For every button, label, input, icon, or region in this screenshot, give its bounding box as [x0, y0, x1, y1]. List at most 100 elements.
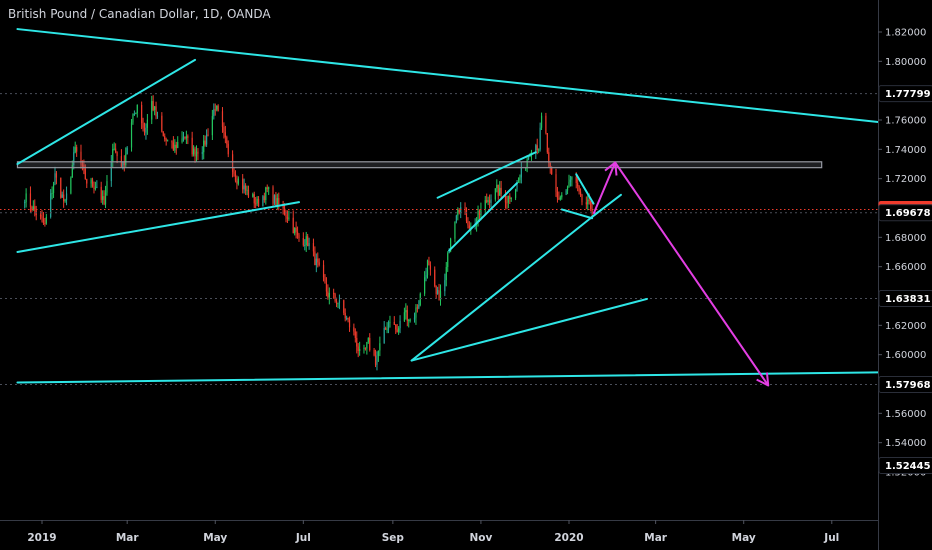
candle	[376, 351, 378, 371]
candle	[286, 210, 289, 224]
projection-path[interactable]	[592, 161, 770, 387]
candle	[363, 344, 365, 354]
candle	[268, 186, 270, 195]
candle	[460, 202, 462, 219]
trendline-rising-support-shallow[interactable]	[410, 297, 648, 362]
candle	[409, 318, 411, 323]
candles	[24, 95, 593, 371]
candle	[555, 168, 557, 197]
candle	[364, 347, 367, 351]
candle	[353, 323, 355, 336]
trendline-rising-wedge-lower[interactable]	[448, 182, 519, 252]
candle	[415, 304, 417, 325]
candle	[506, 195, 508, 210]
candle	[74, 141, 76, 154]
candle	[132, 113, 134, 125]
trendline-flag-lower[interactable]	[560, 208, 594, 220]
candle	[418, 300, 420, 310]
time-axis[interactable]: 2019 Mar May Jul Sep Nov 2020 Mar May Jul	[27, 520, 839, 544]
candle	[143, 122, 146, 136]
candle	[262, 195, 264, 207]
candle	[405, 303, 407, 320]
candle	[398, 326, 400, 335]
candle	[133, 110, 136, 116]
price-axis-tick-label: 1.82000	[885, 28, 926, 39]
candle	[44, 217, 46, 227]
candle	[185, 130, 187, 144]
candle	[226, 135, 228, 148]
candle	[165, 137, 167, 146]
candle	[156, 111, 159, 119]
candle	[516, 180, 518, 192]
candle	[64, 198, 66, 203]
candle	[514, 188, 517, 201]
candle	[214, 103, 216, 116]
candle	[318, 258, 320, 267]
candle	[275, 191, 277, 207]
trendline-flag-breakout[interactable]	[591, 193, 622, 218]
candle	[34, 199, 36, 217]
candle	[233, 168, 235, 177]
trendline-rising-channel-lower[interactable]	[16, 201, 301, 253]
trendline-rising-support-steep[interactable]	[410, 211, 599, 362]
candle	[112, 143, 114, 169]
candle	[406, 305, 408, 327]
candle	[142, 117, 144, 132]
candle	[294, 227, 296, 236]
candle	[278, 192, 280, 211]
candle	[413, 312, 416, 323]
candle	[333, 288, 335, 299]
trendline-flag-upper[interactable]	[575, 173, 595, 205]
trendlines[interactable]	[16, 28, 886, 384]
candle	[93, 181, 95, 194]
candle	[266, 184, 268, 193]
candle	[231, 150, 234, 178]
candle	[396, 323, 398, 333]
candle	[29, 186, 32, 213]
candle	[63, 189, 65, 208]
candle	[194, 146, 196, 163]
trendline-rising-channel-upper[interactable]	[16, 58, 197, 165]
candle	[256, 196, 258, 206]
candle	[379, 336, 381, 357]
candle	[174, 139, 176, 153]
candle	[115, 143, 117, 154]
candle	[73, 146, 75, 170]
candle	[61, 191, 63, 198]
candle	[486, 193, 488, 204]
candle	[561, 192, 563, 200]
candle	[252, 192, 254, 198]
trendline-long-term-support[interactable]	[16, 371, 886, 384]
candle	[246, 185, 248, 196]
candle	[434, 266, 436, 288]
candle	[113, 142, 115, 151]
candle	[585, 196, 587, 210]
candle	[354, 328, 356, 343]
candle	[45, 213, 47, 225]
candle	[65, 186, 68, 206]
candle	[175, 141, 177, 155]
candle	[51, 186, 53, 200]
candle	[161, 112, 163, 133]
candle	[298, 233, 300, 242]
candle	[496, 179, 498, 193]
candle	[429, 261, 431, 276]
candle	[135, 112, 137, 115]
price-level-label: 1.63831	[878, 289, 932, 307]
candle	[164, 133, 166, 142]
trendline-long-term-descending-resistance[interactable]	[16, 28, 886, 124]
candle	[328, 287, 330, 305]
candle	[213, 103, 215, 120]
trendline-rising-wedge-upper[interactable]	[436, 151, 537, 199]
resistance-zone[interactable]	[16, 161, 823, 169]
candle	[282, 200, 284, 215]
price-label-text: 1.63831	[885, 294, 931, 305]
candle	[324, 274, 326, 284]
candle	[568, 174, 570, 188]
time-axis-tick-label: Sep	[382, 532, 405, 544]
candle	[536, 138, 538, 155]
candle	[393, 316, 395, 325]
price-axis-tick-label: 1.80000	[885, 57, 926, 68]
